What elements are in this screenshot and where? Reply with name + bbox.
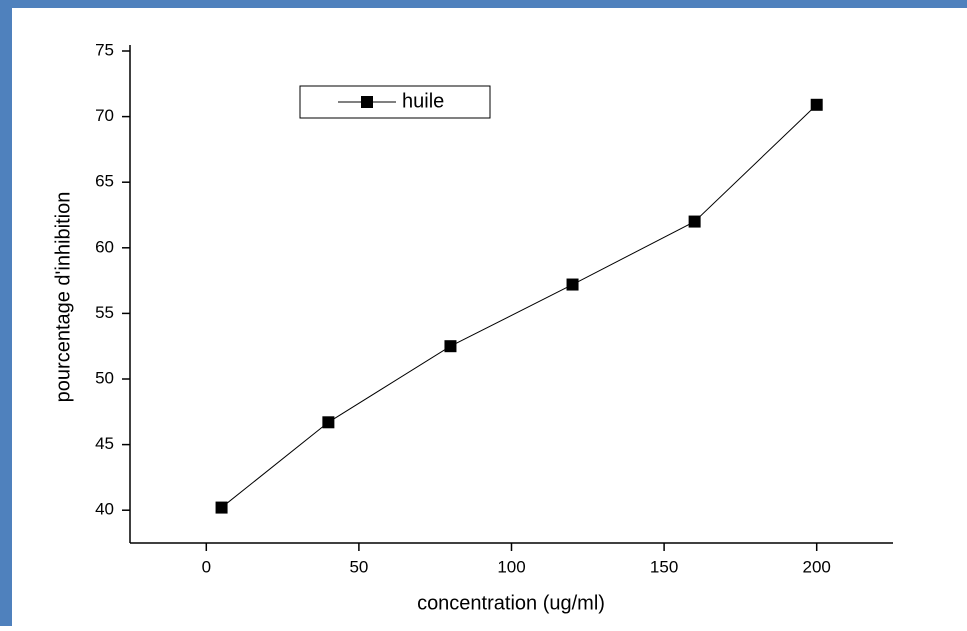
x-tick-label: 50 bbox=[349, 557, 368, 576]
legend-marker bbox=[361, 96, 373, 108]
y-tick-label: 65 bbox=[95, 172, 114, 191]
marker bbox=[688, 215, 701, 228]
marker bbox=[444, 340, 457, 353]
y-axis-label: pourcentage d'inhibition bbox=[52, 192, 74, 403]
y-tick-label: 60 bbox=[95, 237, 114, 256]
x-axis-label: concentration (ug/ml) bbox=[417, 592, 605, 614]
y-tick-label: 50 bbox=[95, 368, 114, 387]
marker bbox=[566, 278, 579, 291]
y-tick-label: 55 bbox=[95, 303, 114, 322]
x-tick-label: 200 bbox=[803, 557, 831, 576]
marker bbox=[322, 416, 335, 429]
y-tick-label: 45 bbox=[95, 434, 114, 453]
x-tick-label: 150 bbox=[650, 557, 678, 576]
legend: huile bbox=[299, 85, 491, 119]
x-tick-label: 100 bbox=[497, 557, 525, 576]
marker bbox=[810, 98, 823, 111]
y-tick-label: 75 bbox=[95, 40, 114, 59]
y-tick-label: 70 bbox=[95, 106, 114, 125]
marker bbox=[215, 501, 228, 514]
legend-label: huile bbox=[402, 90, 444, 112]
y-tick-label: 40 bbox=[95, 500, 114, 519]
x-tick-label: 0 bbox=[202, 557, 211, 576]
line bbox=[221, 104, 818, 508]
